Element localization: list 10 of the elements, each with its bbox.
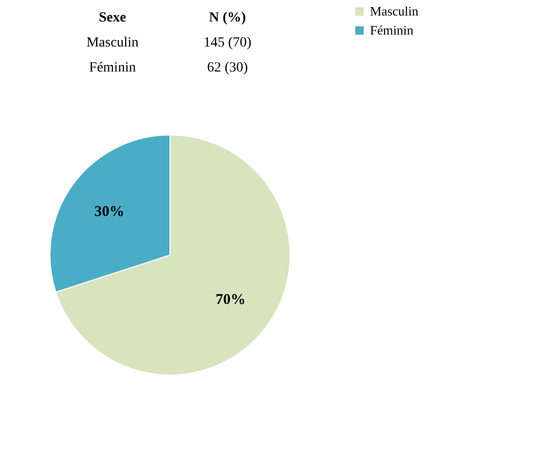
text: Féminin [89, 60, 136, 76]
text: N (%) [209, 10, 246, 26]
legend-label: Féminin [370, 22, 414, 38]
text: 62 (30) [207, 60, 248, 76]
legend-label: Masculin [370, 4, 419, 18]
data-label: 30% [94, 204, 124, 220]
text: Masculin [86, 36, 139, 50]
data-label: 70% [216, 292, 246, 308]
text: Sexe [98, 10, 126, 26]
text: 145 (70) [204, 36, 252, 50]
